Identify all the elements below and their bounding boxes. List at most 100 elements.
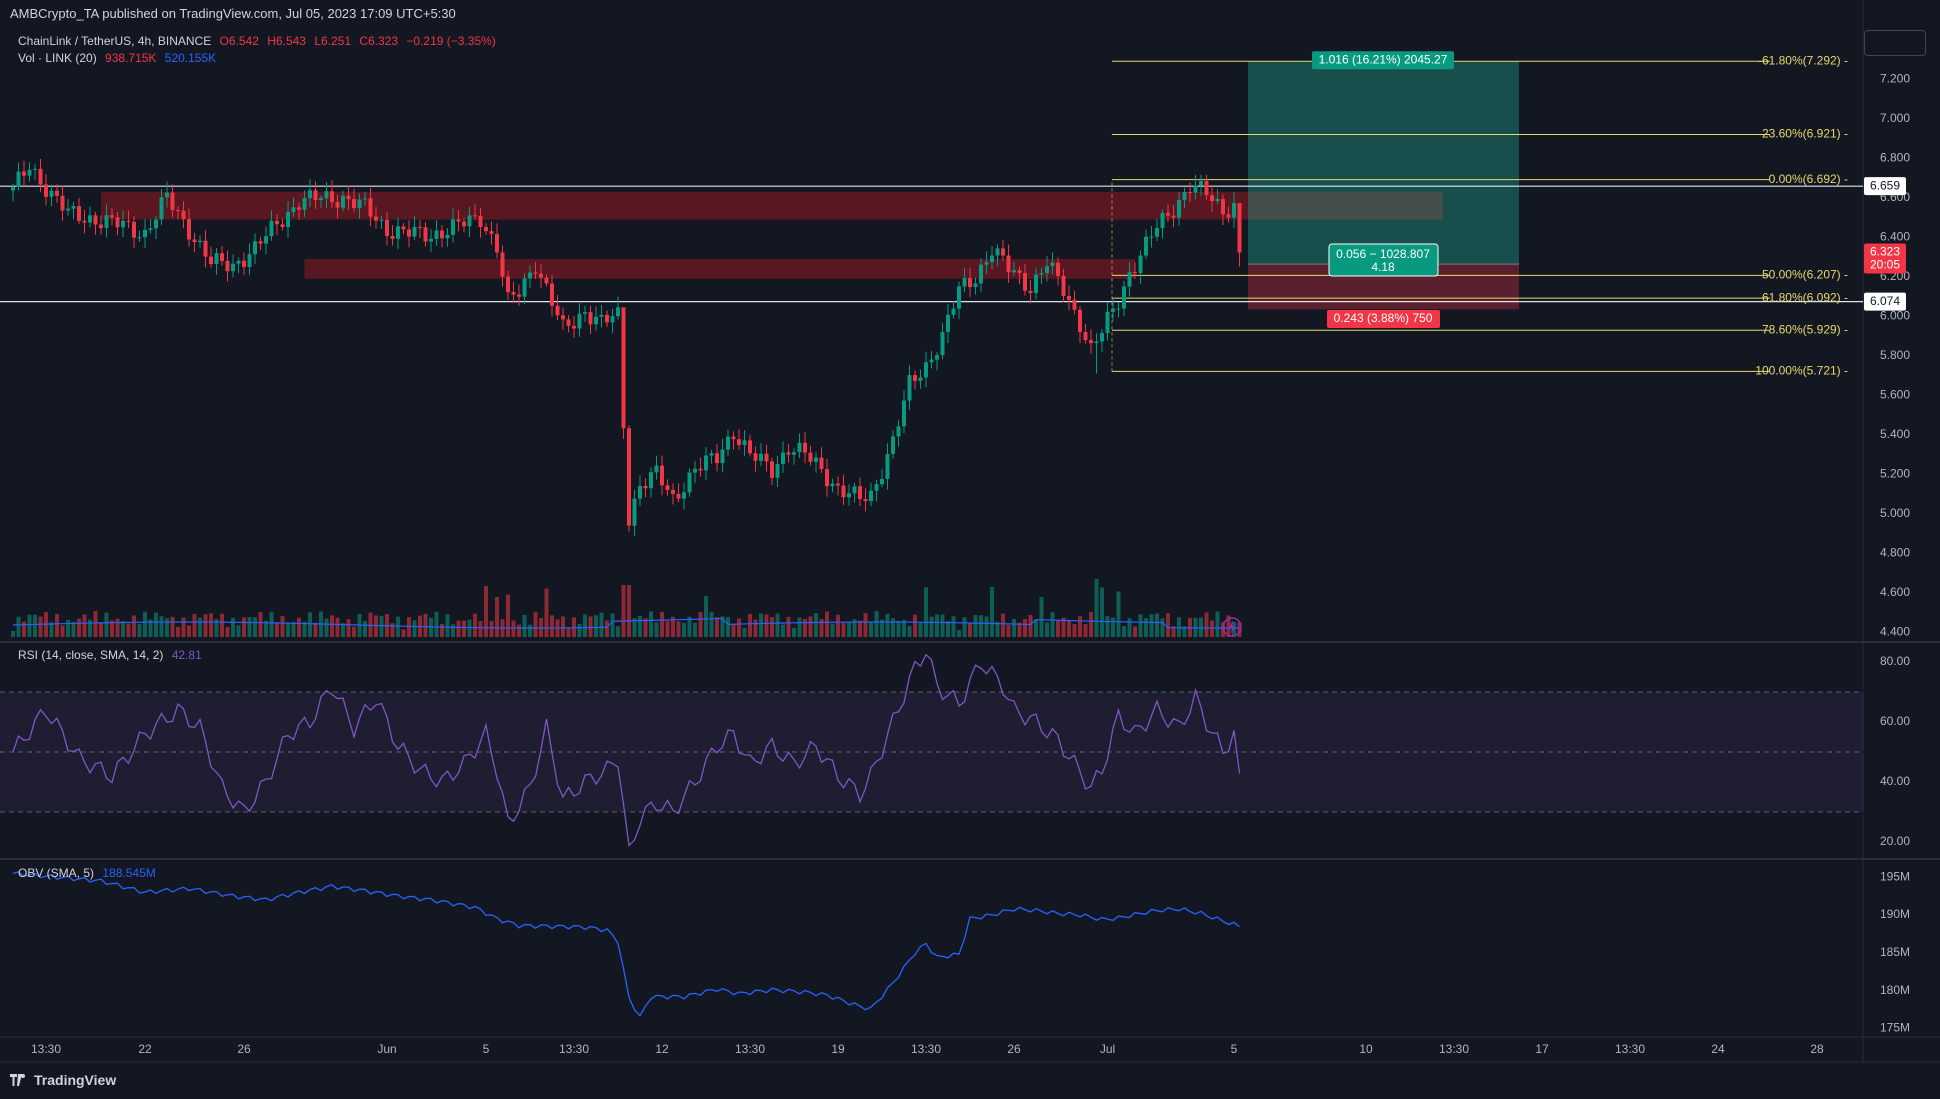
volume-bar: [858, 620, 862, 637]
candle: [874, 484, 879, 491]
candle: [363, 198, 367, 200]
candle: [1177, 200, 1181, 218]
candle: [918, 377, 923, 381]
obv-label[interactable]: OBV (SMA, 5): [18, 866, 95, 880]
price-axis-tick: 7.000: [1880, 111, 1910, 125]
price-label: 6.659: [1870, 178, 1900, 192]
time-axis-label: 12: [655, 1042, 669, 1056]
volume-bar: [242, 617, 246, 637]
volume-bar: [198, 617, 202, 637]
volume-bar: [1056, 620, 1060, 637]
candle: [154, 219, 158, 229]
rsi-label[interactable]: RSI (14, close, SMA, 14, 2): [18, 648, 164, 662]
candle: [539, 273, 543, 278]
rsi-axis-tick: 60.00: [1880, 714, 1910, 728]
time-axis-label: 24: [1711, 1042, 1725, 1056]
volume-bar: [951, 616, 956, 637]
candle: [236, 260, 241, 264]
price-axis-tick: 5.400: [1880, 427, 1910, 441]
volume-bar: [880, 619, 884, 637]
candle: [907, 375, 912, 401]
obv-axis-tick: 190M: [1880, 907, 1910, 921]
volume-bar: [1237, 622, 1242, 637]
volume-bar: [918, 623, 923, 637]
volume-bar: [132, 615, 136, 637]
candle: [1204, 181, 1209, 196]
volume-bar: [1177, 617, 1181, 637]
candle: [660, 465, 664, 486]
candle: [445, 234, 450, 239]
volume-bar: [957, 630, 961, 637]
volume-bar: [511, 620, 516, 637]
candle: [286, 211, 290, 228]
time-axis-label: 19: [831, 1042, 845, 1056]
candle: [984, 262, 989, 265]
volume-bar: [737, 618, 741, 637]
rsi-axis-tick: 20.00: [1880, 834, 1910, 848]
volume-bar: [665, 621, 670, 637]
candle: [687, 472, 692, 493]
candle: [341, 195, 345, 208]
candle: [1221, 198, 1225, 215]
symbol-name[interactable]: ChainLink / TetherUS, 4h, BINANCE: [18, 34, 212, 48]
candle: [93, 215, 98, 225]
candle: [748, 440, 752, 454]
candle: [412, 226, 417, 237]
volume-bar: [231, 617, 235, 637]
volume-bar: [313, 622, 318, 637]
candle: [808, 452, 813, 462]
candle: [1045, 266, 1049, 274]
volume-bar: [154, 612, 158, 637]
obv-value: 188.545M: [102, 866, 156, 880]
volume-bar: [781, 624, 785, 637]
volume-bar: [594, 615, 598, 637]
volume-bar: [170, 616, 175, 637]
volume-bar: [82, 614, 87, 637]
volume-bar: [396, 616, 400, 637]
tradingview-logo-icon: [10, 1074, 25, 1086]
volume-bar: [671, 616, 675, 637]
candle: [643, 485, 648, 489]
rsi-value: 42.81: [171, 648, 202, 662]
candle: [786, 452, 791, 455]
top-right-button[interactable]: [1864, 30, 1926, 56]
candle: [946, 314, 950, 333]
volume-bar: [1166, 613, 1170, 637]
volume-bar: [1094, 579, 1099, 637]
volume-bar: [1012, 618, 1016, 637]
candle: [1237, 203, 1242, 253]
candle: [1122, 286, 1126, 309]
volume-bar: [616, 626, 620, 637]
volume-bar: [165, 618, 169, 637]
volume-bar: [1182, 626, 1187, 637]
volume-bar: [308, 612, 312, 637]
volume-bar: [390, 623, 395, 637]
candle: [66, 208, 70, 211]
volume-bar: [1199, 617, 1203, 637]
volume-group: [11, 579, 1242, 637]
volume-bar: [451, 624, 455, 637]
volume-bar: [49, 622, 54, 637]
candle: [1012, 270, 1016, 273]
volume-bar: [473, 613, 477, 637]
price-label-countdown: 20:05: [1870, 258, 1900, 272]
candle: [731, 436, 736, 440]
volume-bar: [1100, 587, 1104, 637]
volume-label[interactable]: Vol · LINK (20): [18, 51, 97, 65]
volume-bar: [126, 623, 131, 637]
volume-bar: [561, 616, 565, 637]
candle: [418, 226, 422, 228]
volume-bar: [1023, 619, 1027, 637]
candle: [55, 190, 59, 196]
obv-axis-tick: 175M: [1880, 1021, 1910, 1035]
price-axis-tick: 6.800: [1880, 151, 1910, 165]
volume-bar: [808, 616, 813, 637]
supply-zone-1: [101, 191, 1443, 220]
volume-bar: [291, 621, 296, 637]
rsi-line: [12, 653, 1241, 847]
volume-bar: [16, 616, 21, 637]
candle: [841, 485, 846, 498]
price-axis-tick: 5.200: [1880, 466, 1910, 480]
fib-level-label: -61.80%(7.292) -: [1758, 53, 1848, 67]
